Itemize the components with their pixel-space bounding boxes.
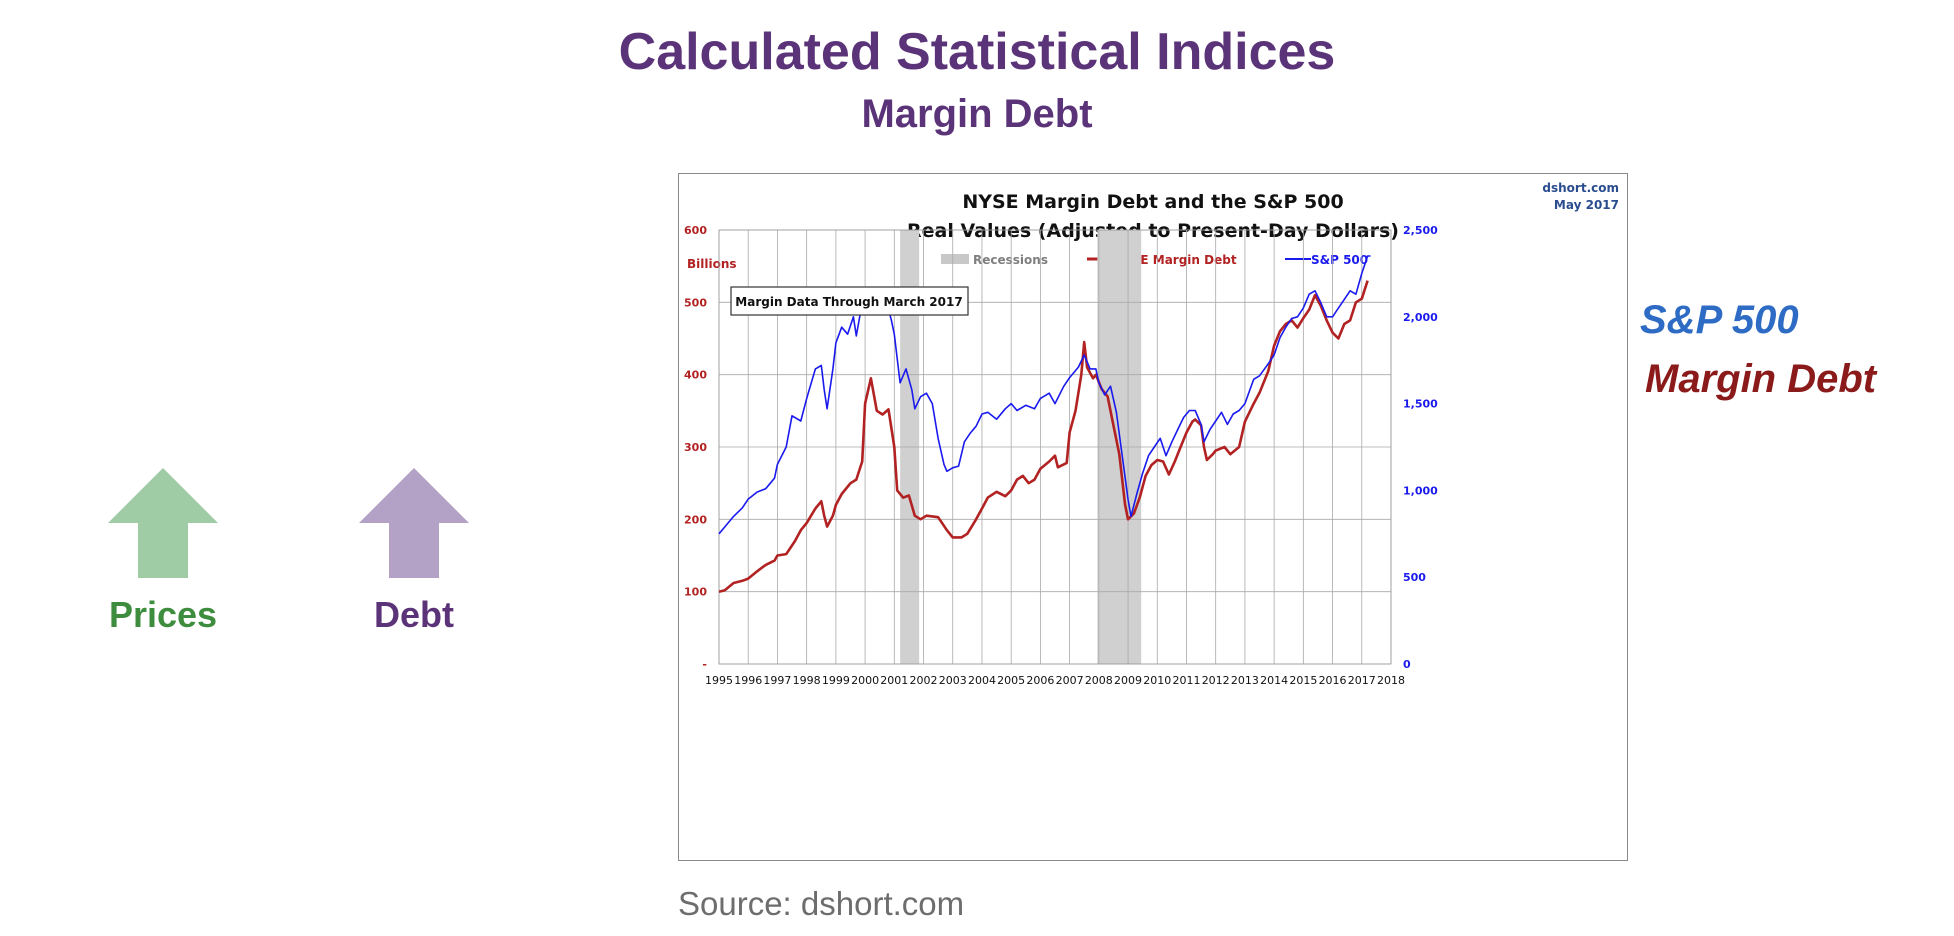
x-tick-label: 2000 <box>851 674 879 687</box>
chart-subtitle: Real Values (Adjusted to Present-Day Dol… <box>907 220 1399 242</box>
x-tick-label: 2013 <box>1231 674 1259 687</box>
x-tick-label: 2007 <box>1056 674 1084 687</box>
legend-label-margin-debt: NYSE Margin Debt <box>1113 253 1237 267</box>
x-tick-label: 2010 <box>1143 674 1171 687</box>
chart-title: NYSE Margin Debt and the S&P 500 <box>962 191 1343 213</box>
y-left-tick-label: 200 <box>684 513 707 526</box>
x-tick-label: 1997 <box>763 674 791 687</box>
source-caption: Source: dshort.com <box>678 885 965 922</box>
x-tick-label: 2002 <box>910 674 938 687</box>
annotation-box: Margin Data Through March 2017 <box>730 286 969 316</box>
y-right-tick-label: 2,000 <box>1403 311 1438 324</box>
sp500-series-line <box>718 255 1371 535</box>
y-right-tick-label: 0 <box>1403 658 1411 671</box>
x-tick-label: 1998 <box>793 674 821 687</box>
legend-label-sp500: S&P 500 <box>1311 253 1368 267</box>
x-tick-label: 2015 <box>1289 674 1317 687</box>
x-tick-label: 2001 <box>880 674 908 687</box>
x-tick-label: 2011 <box>1172 674 1200 687</box>
x-tick-label: 2003 <box>939 674 967 687</box>
slide-title: Calculated Statistical Indices <box>618 23 1336 81</box>
y-right-tick-label: 1,000 <box>1403 484 1438 497</box>
prices-up-arrow-icon <box>108 468 218 578</box>
plot-area-border <box>718 229 1392 665</box>
x-tick-label: 2006 <box>1026 674 1054 687</box>
x-tick-label: 2005 <box>997 674 1025 687</box>
x-tick-label: 2017 <box>1348 674 1376 687</box>
annotation-text: Margin Data Through March 2017 <box>735 295 962 309</box>
x-tick-label: 2004 <box>968 674 996 687</box>
y-left-tick-label: - <box>702 658 707 671</box>
debt-indicator: Debt <box>334 468 494 636</box>
y-left-tick-label: 400 <box>684 369 707 382</box>
y-right-tick-label: 500 <box>1403 571 1426 584</box>
chart-frame: NYSE Margin Debt and the S&P 500 Real Va… <box>678 173 1628 861</box>
legend-label-recessions: Recessions <box>973 253 1048 267</box>
x-tick-label: 1999 <box>822 674 850 687</box>
x-tick-label: 2012 <box>1202 674 1230 687</box>
margin-debt-side-label: Margin Debt <box>1645 357 1877 401</box>
chart-legend: Recessions NYSE Margin Debt S&P 500 <box>941 253 1368 267</box>
chart-credit-date: May 2017 <box>1554 198 1619 212</box>
margin-debt-chart: NYSE Margin Debt and the S&P 500 Real Va… <box>684 181 1619 687</box>
x-tick-label: 2014 <box>1260 674 1288 687</box>
y-left-tick-label: 100 <box>684 586 707 599</box>
y-left-tick-label: 500 <box>684 296 707 309</box>
debt-label: Debt <box>374 594 454 635</box>
x-tick-label: 2018 <box>1377 674 1405 687</box>
margin-debt-series-line <box>718 280 1369 593</box>
x-tick-label: 2008 <box>1085 674 1113 687</box>
chart-credit: dshort.com <box>1542 181 1619 195</box>
x-tick-label: 1996 <box>734 674 762 687</box>
prices-label: Prices <box>108 594 218 635</box>
y-right-tick-label: 2,500 <box>1403 224 1438 237</box>
x-tick-label: 2009 <box>1114 674 1142 687</box>
x-tick-label: 1995 <box>705 674 733 687</box>
y-right-tick-label: 1,500 <box>1403 398 1438 411</box>
slide-subtitle: Margin Debt <box>861 92 1093 136</box>
debt-up-arrow-icon <box>359 468 469 578</box>
x-tick-label: 2016 <box>1319 674 1347 687</box>
prices-indicator: Prices <box>83 468 243 636</box>
y-left-tick-label: 300 <box>684 441 707 454</box>
y-left-axis-label: Billions <box>687 257 737 271</box>
y-left-tick-label: 600 <box>684 224 707 237</box>
legend-swatch-recessions <box>941 254 969 264</box>
sp500-side-label: S&P 500 <box>1640 298 1799 342</box>
